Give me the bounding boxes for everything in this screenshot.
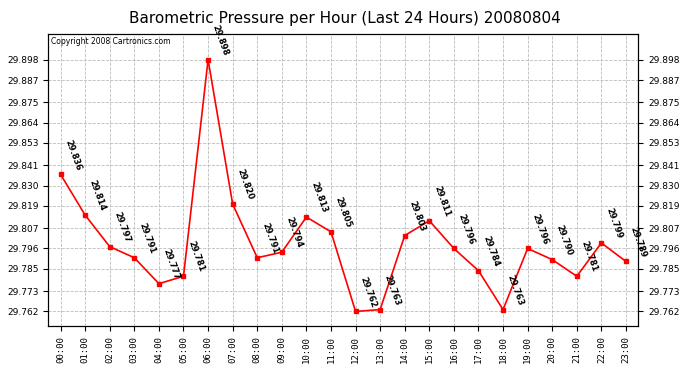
- Text: 29.790: 29.790: [555, 224, 575, 257]
- Text: 29.813: 29.813: [309, 181, 328, 214]
- Text: 29.791: 29.791: [137, 222, 157, 255]
- Text: 29.799: 29.799: [604, 207, 624, 240]
- Text: 29.836: 29.836: [63, 138, 83, 172]
- Text: 29.797: 29.797: [112, 211, 132, 244]
- Text: 29.777: 29.777: [161, 248, 181, 281]
- Text: 29.784: 29.784: [481, 234, 501, 268]
- Text: Barometric Pressure per Hour (Last 24 Hours) 20080804: Barometric Pressure per Hour (Last 24 Ho…: [129, 11, 561, 26]
- Text: 29.781: 29.781: [580, 240, 599, 273]
- Text: 29.803: 29.803: [408, 200, 427, 233]
- Text: 29.763: 29.763: [383, 273, 402, 307]
- Text: 29.805: 29.805: [334, 196, 353, 229]
- Text: 29.763: 29.763: [506, 273, 525, 307]
- Text: 29.791: 29.791: [260, 222, 279, 255]
- Text: 29.781: 29.781: [186, 240, 206, 273]
- Text: 29.811: 29.811: [432, 184, 452, 218]
- Text: 29.794: 29.794: [284, 216, 304, 249]
- Text: 29.789: 29.789: [629, 225, 648, 259]
- Text: 29.814: 29.814: [88, 179, 108, 212]
- Text: 29.762: 29.762: [358, 275, 378, 309]
- Text: Copyright 2008 Cartronics.com: Copyright 2008 Cartronics.com: [51, 37, 170, 46]
- Text: 29.820: 29.820: [235, 168, 255, 201]
- Text: 29.796: 29.796: [457, 212, 476, 246]
- Text: 29.796: 29.796: [531, 212, 550, 246]
- Text: 29.898: 29.898: [211, 24, 230, 57]
